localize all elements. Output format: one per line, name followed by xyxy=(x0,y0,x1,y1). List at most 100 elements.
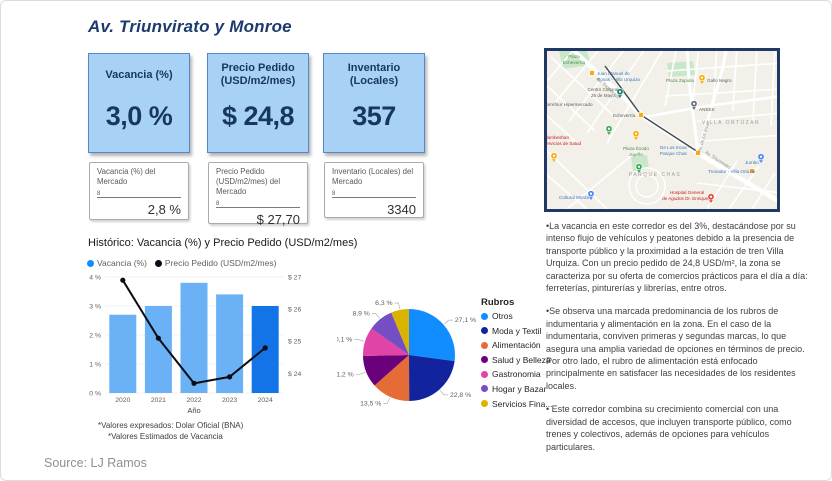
street xyxy=(541,80,596,132)
x-axis-label: Año xyxy=(187,406,200,415)
combo-chart[interactable]: 0 % 1 % 2 % 3 % 4 % $ 24 $ 25 $ 26 $ 27 2020 2021 2… xyxy=(85,271,317,417)
footnote-1: *Valores expresados: Dolar Oficial (BNA) xyxy=(98,421,244,430)
right-axis-tick: $ 27 xyxy=(288,274,301,281)
divider: 8 xyxy=(97,188,181,199)
rubros-legend-item[interactable]: Alimentación xyxy=(481,340,552,350)
map-label: Servicios de Salud xyxy=(547,141,581,146)
legend-label: Moda y Textil xyxy=(492,325,542,336)
park-pin xyxy=(605,125,613,135)
street xyxy=(550,56,618,120)
pie-label: 6,3 % xyxy=(375,300,392,307)
label-leader xyxy=(444,319,453,325)
pie-label: 27,1 % xyxy=(455,317,476,324)
bar-2022[interactable] xyxy=(180,282,208,393)
historico-title: Histórico: Vacancia (%) y Precio Pedido … xyxy=(88,237,358,249)
kpi-card-precio: Precio Pedido (USD/m2/mes) $ 24,8 xyxy=(207,53,309,153)
kpi-value: $ 24,8 xyxy=(221,101,295,131)
rubros-legend-item[interactable]: Gastronomia xyxy=(481,369,552,379)
kpi-value: 3,0 % xyxy=(105,101,173,131)
map-label: Rosas - Villa Urquiza xyxy=(597,77,640,82)
street xyxy=(770,45,776,127)
legend-label: Hogar y Bazar xyxy=(492,383,547,394)
legend-dot xyxy=(481,370,488,378)
rubros-legend-item[interactable]: Hogar y Bazar xyxy=(481,384,552,394)
right-axis-tick: $ 26 xyxy=(288,307,301,314)
x-axis-tick: 2023 xyxy=(222,397,237,404)
market-box-value: $ 27,70 xyxy=(256,212,300,228)
price-point-2022[interactable] xyxy=(191,380,197,386)
bar-2020[interactable] xyxy=(109,314,137,393)
map-label: De Los Incas - xyxy=(660,145,690,150)
pin-dot xyxy=(618,90,622,93)
legend-label: Vacancia (%) xyxy=(97,258,147,268)
right-axis-tick: $ 25 xyxy=(288,339,301,346)
pie-label: 10,1 % xyxy=(337,336,352,343)
rubros-legend-item[interactable]: Moda y Textil xyxy=(481,326,552,336)
kpi-card-vacancia: Vacancia (%) 3,0 % xyxy=(88,53,190,153)
subte-station-icon xyxy=(589,70,595,76)
map-label: Jumbo xyxy=(745,160,759,165)
pie-slice-Otros[interactable] xyxy=(409,309,455,362)
map-label: Cultural Morán xyxy=(559,195,590,200)
legend-dot xyxy=(481,312,488,320)
pie-slice-Salud y Belleza[interactable] xyxy=(363,355,409,386)
street xyxy=(566,150,638,210)
parque-chas-ring xyxy=(628,167,666,205)
rubros-legend-item[interactable]: Salud y Belleza xyxy=(481,355,552,365)
insights-panel: •La vacancia en este corredor es del 3%,… xyxy=(546,220,818,464)
street xyxy=(666,62,783,72)
footnote-marker: 8 xyxy=(97,191,101,198)
pie-slice-Alimentación[interactable] xyxy=(374,355,410,401)
street xyxy=(732,45,738,112)
rubros-legend: Rubros Otros Moda y Textil Alimentación Sal… xyxy=(481,297,552,413)
map-label: VILLA ORTÚZAR xyxy=(702,119,760,126)
rubros-legend-item[interactable]: Otros xyxy=(481,311,552,321)
market-box-vacancia: Vacancia (%) del Mercado 8 2,8 % xyxy=(89,162,189,220)
page-title: Av. Triunvirato y Monroe xyxy=(88,17,292,36)
pin-dot xyxy=(552,154,556,157)
pin-dot xyxy=(709,195,713,198)
street xyxy=(696,112,783,122)
legend-dot-precio xyxy=(154,260,162,267)
kpi-card-inventario: Inventario (Locales) 357 xyxy=(323,53,425,153)
price-point-2021[interactable] xyxy=(155,335,161,341)
pie-slice-Gastronomia[interactable] xyxy=(363,328,409,356)
left-axis-tick: 4 % xyxy=(89,274,101,281)
market-box-value: 3340 xyxy=(387,202,416,218)
gallo-negro-pin xyxy=(698,74,706,84)
pie-slice-Servicios Fina...[interactable] xyxy=(391,309,409,355)
pie-label: 22,8 % xyxy=(450,392,471,399)
map-label: ANSES xyxy=(699,107,715,112)
map-label: Olambeshan xyxy=(547,135,569,140)
rubros-pie-chart[interactable]: 27,1 % 22,8 % 13,5 % 11,2 % 10,1 % 8,9 % 6,3 % xyxy=(337,287,487,419)
price-point-2024[interactable] xyxy=(262,345,268,351)
street xyxy=(696,182,783,194)
price-point-2020[interactable] xyxy=(120,277,126,283)
legend-label: Alimentación xyxy=(492,340,541,351)
pie-slice-Hogar y Bazar[interactable] xyxy=(371,312,409,355)
map-label: Plaza Éxodo xyxy=(623,145,649,151)
footnote-marker: 8 xyxy=(216,201,220,208)
pin-dot xyxy=(634,132,638,135)
kpi-title: Inventario (Locales) xyxy=(347,62,401,87)
kpi-title: Precio Pedido (USD/m2/mes) xyxy=(220,62,296,87)
left-axis-tick: 2 % xyxy=(89,332,101,339)
rubros-legend-item[interactable]: Servicios Fina... xyxy=(481,399,552,409)
pie-slice-Moda y Textil[interactable] xyxy=(409,355,455,401)
pin-dot xyxy=(759,155,763,158)
subte-station-icon xyxy=(695,150,701,156)
legend-dot xyxy=(481,400,488,408)
kpi-title: Vacancia (%) xyxy=(105,68,173,81)
cultural-moran-pin xyxy=(587,190,595,200)
map-label: PARQUE CHAS xyxy=(629,172,682,178)
map-label: Gallo Negro xyxy=(707,78,732,83)
legend-item-vacancia[interactable]: Vacancia (%) xyxy=(87,258,147,268)
label-leader xyxy=(354,339,365,342)
label-leader xyxy=(355,371,366,375)
kpi-value: 357 xyxy=(352,101,396,131)
price-point-2023[interactable] xyxy=(227,374,233,380)
legend-item-precio[interactable]: Precio Pedido (USD/m2/mes) xyxy=(154,258,276,268)
subte-station-icon xyxy=(638,112,644,118)
map-label: Jujeño xyxy=(629,152,643,157)
